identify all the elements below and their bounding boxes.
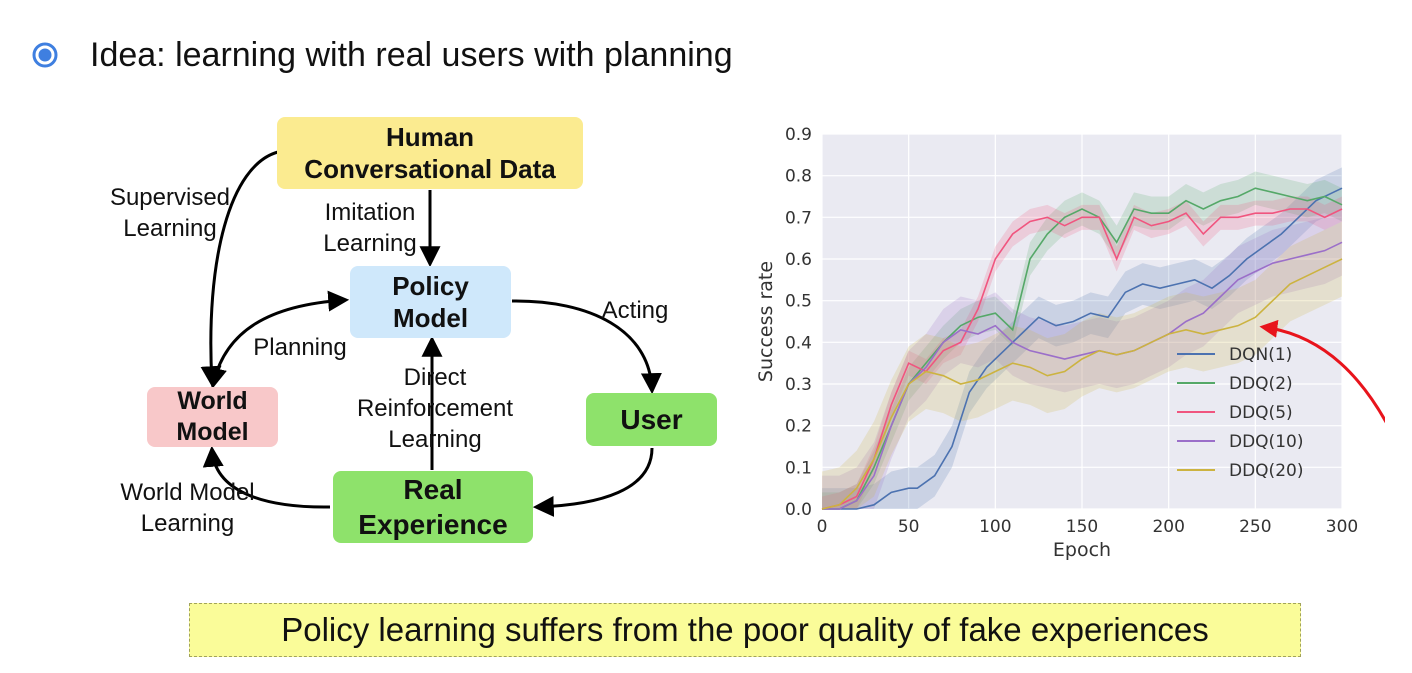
success-rate-chart: 0.0 0.1 0.2 0.3 0.4 0.5 0.6 0.7 0.8 0.9 0 50 100 150 2… — [745, 110, 1395, 580]
radio-bullet-icon — [32, 42, 58, 68]
y-tick-label: 0.8 — [785, 167, 812, 187]
legend-entry-2: DDQ(5) — [1229, 403, 1293, 423]
y-axis-label: Success rate — [755, 261, 777, 382]
chart-svg: 0.0 0.1 0.2 0.3 0.4 0.5 0.6 0.7 0.8 0.9 0 50 100 150 2… — [755, 125, 1395, 561]
supervised-learning-label: Supervised Learning — [109, 184, 231, 243]
planning-label: Planning — [253, 334, 347, 361]
y-tick-label: 0.2 — [785, 417, 812, 437]
x-tick-label: 50 — [898, 517, 920, 537]
real-experience-box: Real Experience — [333, 471, 533, 543]
conclusion-banner: Policy learning suffers from the poor qu… — [189, 603, 1301, 657]
direct-rl-label: Direct Reinforcement Learning — [356, 364, 514, 454]
x-tick-label: 300 — [1326, 517, 1358, 537]
y-tick-label: 0.4 — [785, 333, 812, 353]
x-tick-label: 200 — [1152, 517, 1184, 537]
legend-entry-1: DDQ(2) — [1229, 374, 1293, 394]
acting-label: Acting — [601, 297, 669, 324]
y-tick-label: 0.7 — [785, 208, 812, 228]
diagram-arrows — [200, 150, 662, 517]
world-model-learning-label: World Model Learning — [120, 479, 255, 538]
header-row: Idea: learning with real users with plan… — [30, 30, 733, 80]
imitation-learning-label: Imitation Learning — [323, 199, 417, 258]
annotation-arrow — [1259, 319, 1395, 436]
legend-entry-4: DDQ(20) — [1229, 461, 1303, 481]
dialogue-learning-diagram: Human Conversational Data Policy Model W… — [0, 90, 760, 580]
y-tick-label: 0.6 — [785, 250, 812, 270]
series-line-4 — [821, 258, 1343, 510]
user-to-experience-arrow — [532, 447, 654, 517]
x-tick-label: 100 — [979, 517, 1011, 537]
series-line-0 — [822, 187, 1343, 510]
y-tick-label: 0.3 — [785, 375, 812, 395]
x-tick-label: 150 — [1066, 517, 1098, 537]
acting-arrow — [511, 299, 662, 395]
y-tick-label: 0.9 — [785, 125, 812, 145]
world-model-box: World Model — [147, 387, 278, 447]
series-line-2 — [821, 208, 1343, 510]
x-axis-label: Epoch — [1053, 539, 1111, 561]
planning-arrow — [206, 290, 350, 390]
human-data-box: Human Conversational Data — [277, 117, 583, 189]
legend-entry-3: DDQ(10) — [1229, 432, 1303, 452]
y-tick-label: 0.5 — [785, 292, 812, 312]
headline: Idea: learning with real users with plan… — [90, 35, 733, 74]
policy-model-box: Policy Model — [350, 266, 511, 338]
x-tick-label: 250 — [1239, 517, 1271, 537]
legend-entry-0: DQN(1) — [1229, 345, 1292, 365]
x-tick-label: 0 — [817, 517, 828, 537]
world-model-learning-arrow — [202, 445, 331, 509]
user-box: User — [586, 393, 717, 446]
series-band-4 — [822, 221, 1342, 509]
y-tick-label: 0.1 — [785, 458, 812, 478]
y-tick-label: 0.0 — [785, 500, 812, 520]
